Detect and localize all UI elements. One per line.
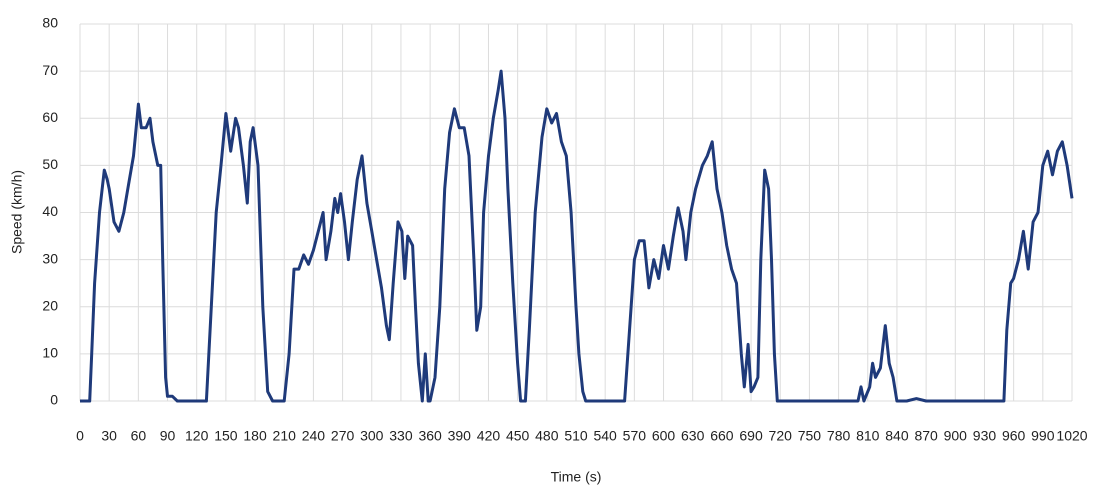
x-tick-label: 60: [131, 428, 147, 444]
x-tick-label: 750: [798, 428, 822, 444]
x-tick-label: 720: [769, 428, 793, 444]
y-axis-label: Speed (km/h): [9, 170, 25, 254]
x-tick-label: 360: [418, 428, 442, 444]
x-tick-label: 450: [506, 428, 530, 444]
x-tick-label: 390: [448, 428, 472, 444]
x-tick-label: 660: [710, 428, 734, 444]
x-tick-label: 480: [535, 428, 559, 444]
x-tick-label: 810: [856, 428, 880, 444]
x-tick-label: 180: [243, 428, 267, 444]
x-tick-label: 510: [564, 428, 588, 444]
x-tick-label: 420: [477, 428, 501, 444]
x-tick-label: 840: [885, 428, 909, 444]
x-tick-label: 150: [214, 428, 238, 444]
x-tick-label: 540: [593, 428, 617, 444]
x-tick-label: 1020: [1056, 428, 1087, 444]
x-tick-label: 270: [331, 428, 355, 444]
x-tick-label: 240: [302, 428, 326, 444]
x-tick-label: 90: [160, 428, 176, 444]
x-tick-label: 30: [101, 428, 117, 444]
y-tick-label: 20: [42, 297, 58, 313]
x-tick-label: 300: [360, 428, 384, 444]
x-tick-label: 0: [76, 428, 84, 444]
y-tick-label: 50: [42, 156, 58, 172]
y-tick-label: 30: [42, 250, 58, 266]
x-tick-label: 330: [389, 428, 413, 444]
y-tick-label: 80: [42, 15, 58, 31]
x-tick-label: 210: [273, 428, 297, 444]
y-tick-label: 70: [42, 62, 58, 78]
x-tick-label: 630: [681, 428, 705, 444]
y-tick-label: 40: [42, 203, 58, 219]
x-tick-label: 780: [827, 428, 851, 444]
x-axis-label: Time (s): [551, 469, 602, 485]
chart: Speed (km/h) Time (s) 010203040506070800…: [0, 0, 1096, 488]
x-tick-label: 870: [914, 428, 938, 444]
x-tick-label: 600: [652, 428, 676, 444]
x-tick-label: 570: [623, 428, 647, 444]
x-tick-label: 690: [739, 428, 763, 444]
x-tick-label: 960: [1002, 428, 1026, 444]
y-tick-label: 10: [42, 345, 58, 361]
x-tick-label: 900: [944, 428, 968, 444]
x-tick-label: 930: [973, 428, 997, 444]
y-tick-label: 60: [42, 109, 58, 125]
x-tick-label: 990: [1031, 428, 1055, 444]
x-tick-label: 120: [185, 428, 209, 444]
y-tick-label: 0: [50, 392, 58, 408]
